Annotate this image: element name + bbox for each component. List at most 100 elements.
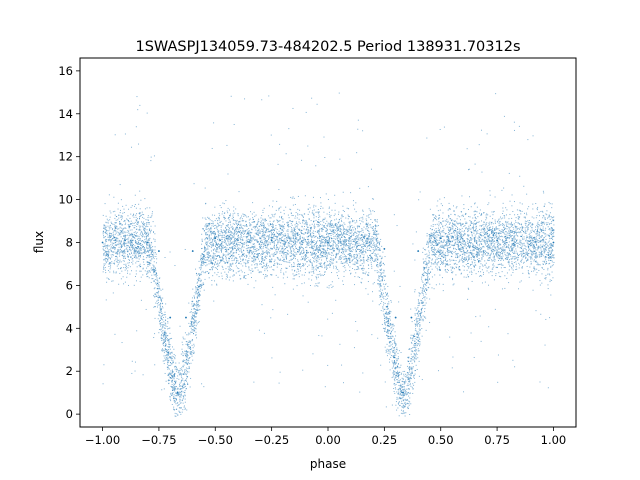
data-point (362, 209, 364, 211)
data-point (448, 233, 450, 235)
data-point (234, 212, 236, 214)
data-point (146, 229, 148, 231)
data-point (456, 218, 458, 220)
data-point (193, 307, 195, 309)
data-point (194, 304, 196, 306)
data-point (430, 234, 432, 236)
data-point (174, 397, 176, 399)
data-point (499, 275, 501, 277)
data-point (115, 222, 117, 224)
data-point (148, 256, 150, 258)
data-point (509, 234, 511, 236)
data-point (460, 251, 462, 253)
data-point (197, 303, 199, 305)
data-point (257, 258, 259, 260)
data-point (278, 247, 280, 249)
data-point (359, 264, 361, 266)
data-point (417, 348, 419, 350)
data-point (218, 265, 220, 267)
data-point (385, 275, 387, 277)
data-point (208, 239, 210, 241)
data-point (526, 242, 528, 244)
data-point (418, 302, 420, 304)
data-point (189, 351, 191, 353)
data-point (471, 253, 473, 255)
data-point (305, 241, 307, 243)
data-point (367, 225, 369, 227)
data-point (165, 358, 167, 360)
data-point (236, 243, 238, 245)
data-point (512, 226, 514, 228)
data-point (287, 253, 289, 255)
data-point (465, 227, 467, 229)
data-point (455, 207, 457, 209)
data-point (247, 251, 249, 253)
data-point (273, 220, 275, 222)
data-point (488, 236, 490, 238)
data-point (509, 223, 511, 225)
data-point (251, 239, 253, 241)
data-point (131, 229, 133, 231)
data-point (476, 259, 478, 261)
data-point (370, 250, 372, 252)
data-point (527, 253, 529, 255)
data-point (477, 253, 479, 255)
data-point (327, 247, 329, 249)
data-point (528, 250, 530, 252)
data-point (228, 219, 230, 221)
data-point (311, 279, 313, 281)
data-point (386, 355, 388, 357)
data-point (356, 236, 358, 238)
data-point (342, 262, 344, 264)
data-point (326, 213, 328, 215)
data-point (169, 343, 171, 345)
data-point (461, 272, 463, 274)
data-point (472, 243, 474, 245)
data-point (185, 380, 187, 382)
data-point (317, 237, 319, 239)
data-point (486, 251, 488, 253)
data-point (548, 235, 550, 237)
data-point (309, 227, 311, 229)
data-point (190, 323, 192, 325)
data-point (267, 265, 269, 267)
data-point (102, 383, 104, 385)
data-point (146, 261, 148, 263)
data-point (394, 338, 396, 340)
data-point (226, 274, 228, 276)
data-point (222, 257, 224, 259)
data-point (270, 233, 272, 235)
data-point (120, 248, 122, 250)
data-point (429, 271, 431, 273)
data-point (406, 399, 408, 401)
data-point (501, 229, 503, 231)
data-point (480, 214, 482, 216)
data-point (542, 229, 544, 231)
data-point (289, 225, 291, 227)
data-point (508, 249, 510, 251)
data-point (474, 202, 476, 204)
data-point (246, 256, 248, 258)
data-point (112, 262, 114, 264)
data-point (318, 258, 320, 260)
data-point (224, 231, 226, 233)
data-point (315, 247, 317, 249)
data-point (271, 229, 273, 231)
data-point (382, 292, 384, 294)
data-point (229, 238, 231, 240)
data-point (192, 350, 194, 352)
data-point (380, 258, 382, 260)
data-point (163, 345, 165, 347)
data-point (261, 236, 263, 238)
data-point (504, 243, 506, 245)
data-point (466, 238, 468, 240)
data-point (458, 261, 460, 263)
data-point (400, 398, 402, 400)
data-point (364, 245, 366, 247)
data-point (179, 374, 181, 376)
data-point (387, 331, 389, 333)
data-point (106, 255, 108, 257)
data-point (174, 355, 176, 357)
data-point (509, 237, 511, 239)
data-point (494, 308, 496, 310)
